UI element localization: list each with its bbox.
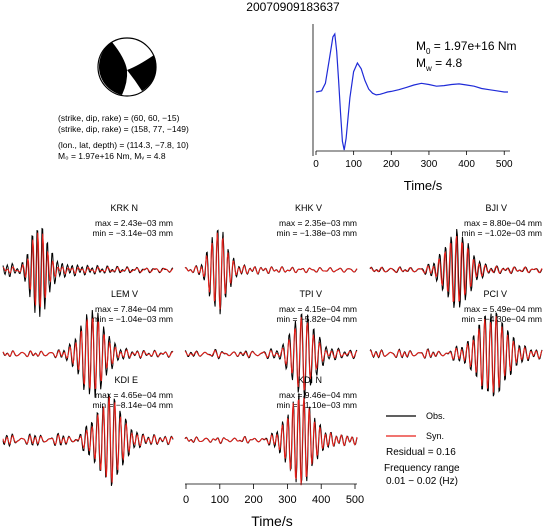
- stf-mw-label: Mw = 4.8: [416, 56, 462, 73]
- observed-trace: [369, 312, 543, 397]
- stf-tick-label: 300: [421, 159, 438, 170]
- station-label: KDI N: [298, 375, 322, 385]
- frequency-value: 0.01 − 0.02 (Hz): [386, 476, 458, 487]
- bottom-axis-xlabel: Time/s: [251, 513, 292, 529]
- stf-tick-label: 200: [383, 159, 400, 170]
- stf-tick-label: 400: [458, 159, 475, 170]
- station-label: KHK V: [295, 203, 322, 213]
- mechanism-line-4: M₀ = 1.97e+16 Nm, Mᵥ = 4.8: [58, 151, 166, 161]
- station-max: max = 2.43e−03 mm: [95, 218, 173, 228]
- observed-trace: [184, 313, 358, 399]
- station-max: max = 4.65e−04 mm: [95, 390, 173, 400]
- frequency-title: Frequency range: [384, 463, 460, 474]
- station-min: min = −1.10e−03 mm: [276, 400, 357, 410]
- stf-panel: 0 100 200 300 400 500 M0 = 1.97e+16 Nm Mw = 4…: [312, 24, 517, 193]
- synthetic-trace: [2, 396, 174, 483]
- station-min: min = −8.14e−04 mm: [92, 400, 173, 410]
- mechanism-line-3: (lon., lat, depth) = (114.3, −7.8, 10): [58, 140, 189, 150]
- station-min: min = −4.30e−04 mm: [461, 314, 542, 324]
- stf-xlabel: Time/s: [404, 178, 443, 193]
- station-label: PCI V: [483, 289, 507, 299]
- legend-obs-label: Obs.: [426, 411, 445, 421]
- mechanism-line-2: (strike, dip, rake) = (158, 77, −149): [58, 124, 189, 134]
- station-label: KRK N: [110, 203, 138, 213]
- station-max: max = 8.80e−04 mm: [464, 218, 542, 228]
- bottom-tick-label: 0: [183, 494, 189, 506]
- bottom-axis: 0 100 200 300 400 500 Time/s: [183, 483, 364, 529]
- event-title: 20070909183637: [246, 0, 340, 14]
- mechanism-info: (strike, dip, rake) = (60, 60, −15) (str…: [58, 113, 189, 161]
- stf-tick-label: 100: [345, 159, 362, 170]
- station-min: min = −5.82e−04 mm: [276, 314, 357, 324]
- stf-tick-label: 0: [313, 159, 319, 170]
- synthetic-trace: [184, 317, 358, 391]
- stf-tick-label: 500: [496, 159, 513, 170]
- station-max: max = 4.15e−04 mm: [279, 304, 357, 314]
- mechanism-m0: M₀ = 1.97e+16 Nm,: [58, 151, 134, 161]
- station-max: max = 2.35e−03 mm: [279, 218, 357, 228]
- bottom-tick-label: 200: [244, 494, 262, 506]
- bottom-tick-label: 400: [312, 494, 330, 506]
- synthetic-trace: [184, 397, 358, 486]
- stf-m0-label: M0 = 1.97e+16 Nm: [416, 39, 517, 56]
- bottom-axis-ticks: 0 100 200 300 400 500: [183, 484, 364, 506]
- legend-syn-label: Syn.: [426, 431, 444, 441]
- bottom-tick-label: 100: [211, 494, 229, 506]
- station-max: max = 9.46e−04 mm: [279, 390, 357, 400]
- station-max: max = 5.49e−04 mm: [464, 304, 542, 314]
- beachball-icon: [97, 37, 157, 97]
- residual-label: Residual = 0.16: [386, 447, 456, 458]
- synthetic-trace: [184, 232, 358, 310]
- synthetic-trace: [369, 235, 543, 303]
- synthetic-trace: [2, 317, 174, 390]
- station-min: min = −1.04e−03 mm: [92, 314, 173, 324]
- stf-line: [315, 32, 508, 151]
- stf-ticks: 0 100 200 300 400 500: [313, 151, 513, 170]
- station-label: KDI E: [114, 375, 138, 385]
- mechanism-line-1: (strike, dip, rake) = (60, 60, −15): [58, 113, 180, 123]
- bottom-tick-label: 300: [278, 494, 296, 506]
- observed-trace: [2, 227, 174, 317]
- synthetic-trace: [369, 316, 543, 393]
- station-min: min = −1.02e−03 mm: [461, 228, 542, 238]
- bottom-tick-label: 500: [346, 494, 364, 506]
- synthetic-trace: [2, 232, 174, 308]
- station-label: TPI V: [299, 289, 322, 299]
- station-max: max = 7.84e−04 mm: [95, 304, 173, 314]
- legend: Obs. Syn. Residual = 0.16 Frequency rang…: [384, 411, 460, 487]
- station-min: min = −3.14e−03 mm: [92, 228, 173, 238]
- mechanism-mw: Mᵥ = 4.8: [134, 151, 166, 161]
- station-label: BJI V: [485, 203, 507, 213]
- station-min: min = −1.38e−03 mm: [276, 228, 357, 238]
- station-label: LEM V: [111, 289, 138, 299]
